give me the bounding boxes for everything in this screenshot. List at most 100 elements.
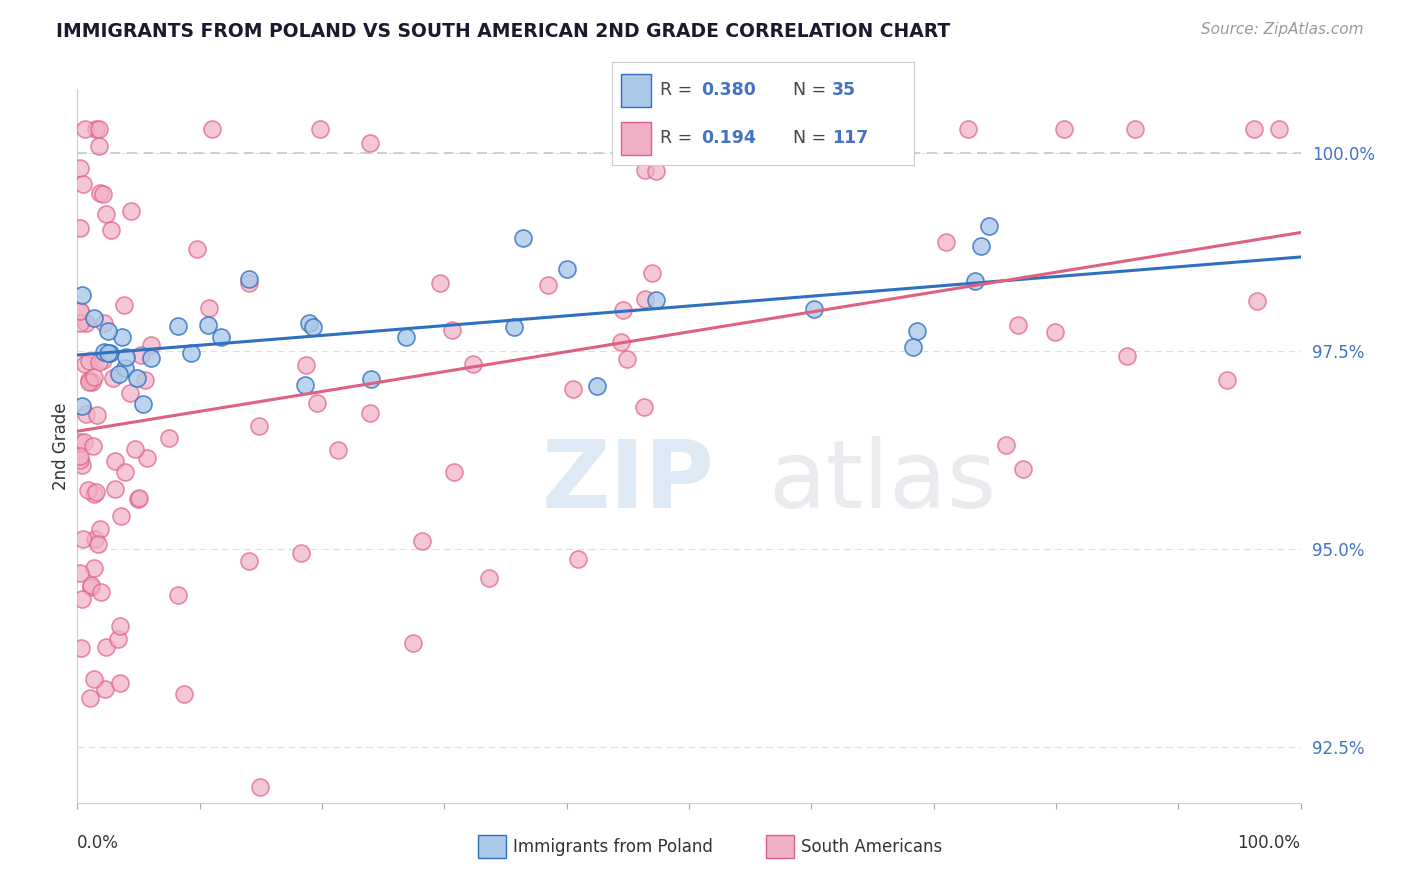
- Point: [70, 591, 93, 606]
- Point: [503, 319, 526, 334]
- Point: [87, 355, 110, 369]
- Point: [108, 618, 131, 632]
- Point: [328, 443, 350, 458]
- Text: South Americans: South Americans: [801, 838, 942, 855]
- Point: [89, 121, 111, 136]
- Point: [94, 681, 117, 696]
- Point: [97, 346, 120, 360]
- Point: [157, 431, 180, 445]
- Point: [359, 136, 381, 150]
- Point: [70, 458, 93, 472]
- Point: [359, 406, 381, 420]
- Point: [80, 580, 103, 594]
- Point: [294, 358, 316, 372]
- Text: ZIP: ZIP: [543, 435, 716, 528]
- Point: [238, 554, 260, 568]
- Text: atlas: atlas: [769, 435, 997, 528]
- Point: [75, 408, 97, 422]
- Point: [166, 318, 188, 333]
- Point: [1268, 121, 1291, 136]
- Point: [901, 340, 924, 354]
- Point: [1216, 372, 1239, 386]
- Point: [1045, 325, 1067, 339]
- Point: [110, 330, 132, 344]
- Point: [70, 400, 93, 414]
- Point: [634, 163, 657, 178]
- Point: [97, 324, 120, 338]
- Point: [201, 121, 224, 136]
- Point: [249, 418, 271, 433]
- Point: [290, 546, 312, 560]
- Text: N =: N =: [793, 129, 832, 147]
- Point: [238, 272, 260, 286]
- Point: [1243, 121, 1265, 136]
- Point: [956, 121, 979, 136]
- Point: [127, 371, 149, 385]
- Point: [94, 207, 117, 221]
- Point: [72, 177, 94, 191]
- Point: [970, 239, 993, 253]
- Point: [70, 287, 93, 301]
- Text: Immigrants from Poland: Immigrants from Poland: [513, 838, 713, 855]
- Point: [640, 267, 662, 281]
- Point: [167, 588, 190, 602]
- Bar: [620, 122, 651, 155]
- Point: [197, 301, 219, 315]
- Point: [90, 585, 112, 599]
- Point: [301, 319, 323, 334]
- Point: [537, 277, 560, 292]
- Point: [211, 330, 233, 344]
- Y-axis label: 2nd Grade: 2nd Grade: [52, 402, 70, 490]
- Point: [395, 330, 418, 344]
- Point: [238, 277, 260, 291]
- Text: IMMIGRANTS FROM POLAND VS SOUTH AMERICAN 2ND GRADE CORRELATION CHART: IMMIGRANTS FROM POLAND VS SOUTH AMERICAN…: [56, 22, 950, 41]
- Point: [440, 323, 463, 337]
- Point: [977, 219, 1000, 234]
- Point: [93, 316, 115, 330]
- Point: [586, 379, 609, 393]
- Point: [89, 186, 111, 201]
- Point: [1007, 318, 1029, 332]
- Bar: [620, 74, 651, 106]
- Point: [69, 317, 91, 331]
- Point: [83, 310, 105, 325]
- Point: [1115, 349, 1137, 363]
- Text: 0.194: 0.194: [700, 129, 755, 147]
- Point: [402, 636, 425, 650]
- Text: 0.380: 0.380: [700, 81, 755, 99]
- Point: [134, 373, 156, 387]
- Point: [634, 292, 657, 306]
- Text: R =: R =: [659, 129, 697, 147]
- Point: [120, 204, 142, 219]
- Point: [249, 780, 271, 794]
- Point: [69, 221, 91, 235]
- Point: [69, 304, 91, 318]
- Point: [87, 139, 110, 153]
- Point: [114, 360, 136, 375]
- Point: [128, 491, 150, 505]
- Point: [609, 334, 631, 349]
- Point: [512, 231, 534, 245]
- Text: 35: 35: [832, 81, 856, 99]
- Point: [644, 163, 666, 178]
- Point: [935, 235, 957, 249]
- Point: [995, 438, 1018, 452]
- Text: Source: ZipAtlas.com: Source: ZipAtlas.com: [1201, 22, 1364, 37]
- Text: N =: N =: [793, 81, 832, 99]
- Point: [644, 293, 666, 307]
- Point: [86, 409, 108, 423]
- Point: [114, 465, 136, 479]
- Point: [83, 487, 105, 501]
- Point: [83, 369, 105, 384]
- Point: [115, 350, 138, 364]
- Point: [118, 385, 141, 400]
- Point: [69, 452, 91, 467]
- Point: [112, 298, 135, 312]
- Point: [79, 690, 101, 705]
- Point: [305, 396, 328, 410]
- Point: [139, 338, 162, 352]
- Point: [84, 484, 107, 499]
- Point: [298, 316, 321, 330]
- Point: [180, 346, 202, 360]
- Point: [429, 276, 451, 290]
